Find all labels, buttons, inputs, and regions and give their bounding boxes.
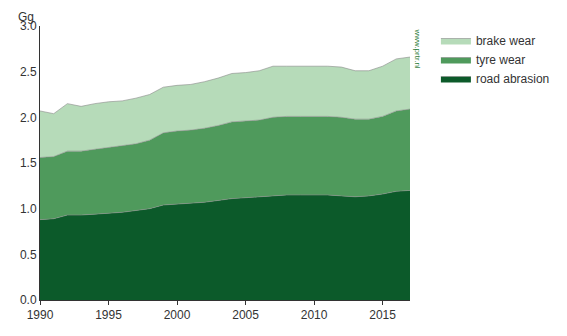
svg-text:2000: 2000 [164, 308, 191, 322]
svg-text:3.0: 3.0 [20, 19, 37, 33]
svg-text:www.prtr.nl: www.prtr.nl [413, 29, 422, 69]
svg-text:road abrasion: road abrasion [476, 72, 549, 86]
svg-text:Gg: Gg [18, 10, 34, 24]
svg-text:1.0: 1.0 [20, 202, 37, 216]
svg-text:1.5: 1.5 [20, 156, 37, 170]
svg-text:brake wear: brake wear [476, 34, 535, 48]
svg-text:0.5: 0.5 [20, 248, 37, 262]
svg-text:2005: 2005 [232, 308, 259, 322]
svg-text:2.0: 2.0 [20, 111, 37, 125]
svg-text:1990: 1990 [27, 308, 54, 322]
svg-text:1995: 1995 [95, 308, 122, 322]
svg-text:tyre wear: tyre wear [476, 53, 525, 67]
svg-text:2015: 2015 [369, 308, 396, 322]
svg-text:0.0: 0.0 [20, 293, 37, 307]
svg-text:2.5: 2.5 [20, 65, 37, 79]
svg-text:2010: 2010 [301, 308, 328, 322]
